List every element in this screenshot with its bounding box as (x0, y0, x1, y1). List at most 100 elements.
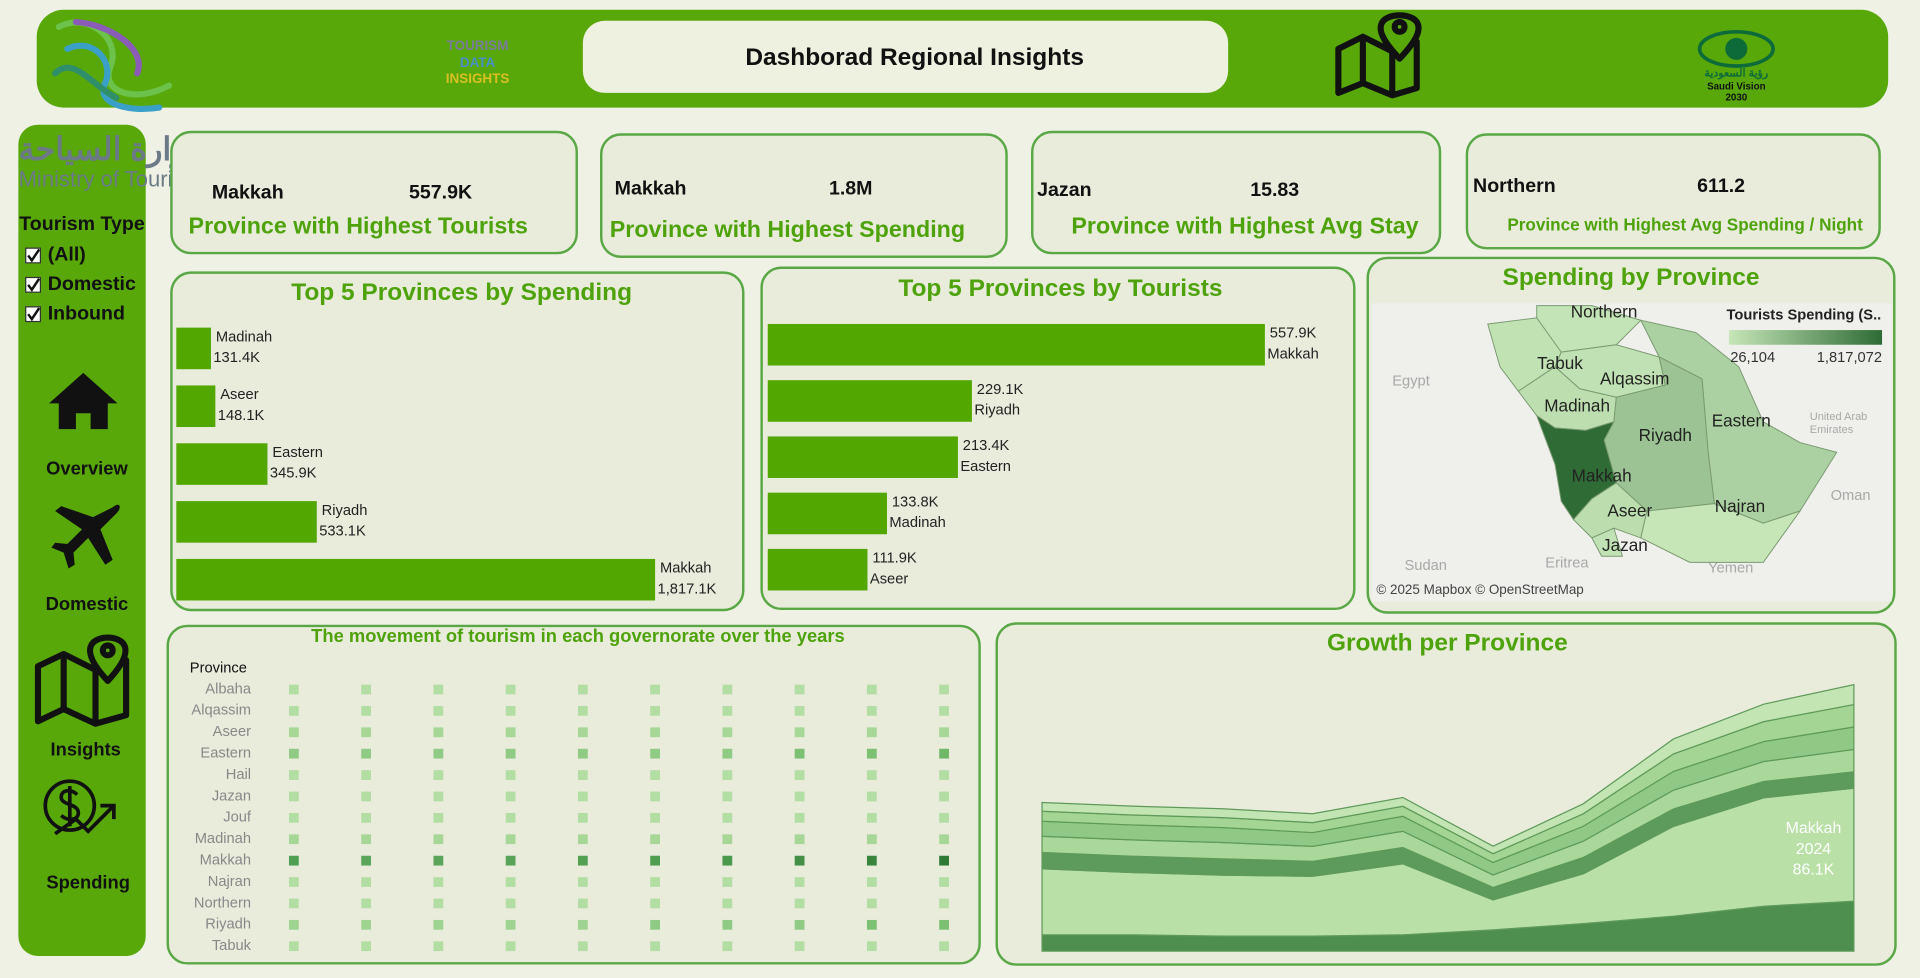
chart-title: The movement of tourism in each governor… (311, 625, 845, 646)
heat-cell (722, 919, 733, 930)
row-label: Jazan (212, 788, 251, 804)
kpi-value: 15.83 (1250, 179, 1299, 201)
row-label: Najran (208, 874, 251, 890)
logo-line: DATA (460, 55, 496, 70)
chart-title: Spending by Province (1503, 264, 1760, 291)
bar (767, 548, 868, 591)
heat-cell (433, 834, 444, 845)
bar-label: 213.4K (963, 438, 1010, 454)
heat-cell (361, 770, 372, 780)
heat-cell (794, 684, 805, 695)
nav-label[interactable]: Overview (46, 457, 128, 478)
house-icon[interactable] (48, 372, 118, 430)
heat-cell (794, 898, 805, 909)
heat-cell (866, 684, 877, 695)
heat-cell (505, 919, 516, 930)
area-layer (1041, 683, 1855, 855)
bar-label: 148.1K (218, 408, 265, 424)
filter-option[interactable]: Domestic (48, 273, 136, 295)
province-label: Eastern (1712, 411, 1771, 430)
kpi-name: Northern (1473, 175, 1556, 197)
bar-label: 345.9K (270, 466, 317, 482)
kpi-name: Makkah (615, 178, 687, 200)
heat-cell (866, 748, 877, 759)
heat-cell (288, 684, 299, 695)
bar-label: Aseer (870, 571, 908, 587)
heat-cell (650, 877, 660, 887)
heat-cell (361, 812, 372, 823)
province-label: Riyadh (1639, 426, 1692, 445)
kpi-label: Province with Highest Avg Spending / Nig… (1507, 216, 1863, 235)
heat-cell (433, 791, 444, 802)
heat-cell (505, 705, 516, 716)
heat-cell (433, 705, 444, 716)
nav-label[interactable]: Insights (51, 738, 121, 759)
heat-cell (361, 748, 372, 759)
heat-cell (939, 919, 949, 930)
heat-cell (361, 705, 372, 716)
bar (176, 327, 211, 370)
kpi-label: Province with Highest Spending (610, 216, 965, 242)
province-label: Makkah (1572, 466, 1632, 485)
kpi-value: 557.9K (409, 181, 472, 203)
heat-cell (939, 791, 949, 802)
heat-cell (650, 748, 660, 759)
map-place-label: Egypt (1392, 373, 1430, 389)
heat-cell (288, 877, 299, 887)
nav-icon-overview[interactable] (48, 372, 118, 430)
row-label: Madinah (195, 831, 251, 847)
filter-option[interactable]: (All) (48, 244, 86, 266)
filter-option[interactable]: Inbound (48, 302, 125, 324)
bar (176, 501, 317, 543)
heat-cell (361, 855, 372, 866)
heat-cell (794, 855, 805, 866)
map-place-label: Emirates (1810, 424, 1854, 436)
province-label: Jazan (1602, 536, 1648, 555)
row-label: Eastern (200, 746, 251, 762)
legend-max: 1,817,072 (1817, 350, 1882, 366)
province-label: Northern (1571, 302, 1638, 321)
chart-title: Top 5 Provinces by Spending (291, 279, 632, 306)
heat-cell (794, 705, 805, 716)
bar (176, 385, 216, 428)
heat-cell (939, 748, 949, 759)
heat-cell (505, 791, 516, 802)
heat-cell (722, 877, 733, 887)
heat-cell (577, 727, 588, 738)
bar (767, 492, 887, 535)
province-region (1640, 503, 1802, 563)
nav-label[interactable]: Domestic (46, 593, 129, 614)
check-mark[interactable] (27, 248, 41, 263)
heat-cell (794, 941, 805, 952)
spending-icon[interactable] (43, 779, 116, 836)
plane-icon[interactable] (51, 504, 120, 569)
heat-cell (722, 705, 733, 716)
heat-cell (505, 770, 516, 780)
province-label: Madinah (1544, 397, 1610, 416)
heat-cell (577, 812, 588, 823)
heat-cell (577, 748, 588, 759)
check-mark[interactable] (27, 278, 41, 292)
kpi-card (600, 133, 1008, 258)
dashboard-title: Dashborad Regional Insights (745, 44, 1084, 71)
heat-cell (650, 727, 660, 738)
heat-cell (866, 791, 877, 802)
nav-label[interactable]: Spending (46, 872, 130, 893)
heat-cell (577, 834, 588, 845)
heat-cell (866, 919, 877, 930)
bar-label: 1,817.1K (658, 581, 717, 597)
bar (767, 323, 1265, 366)
check-mark[interactable] (27, 307, 41, 322)
legend-gradient (1728, 330, 1883, 345)
map-attribution: © 2025 Mapbox © OpenStreetMap (1376, 582, 1583, 597)
bar-label: 111.9K (872, 551, 917, 567)
heat-cell (794, 727, 805, 738)
heat-cell (939, 941, 949, 952)
heat-cell (433, 898, 444, 909)
bar-label: Makkah (660, 561, 711, 577)
heat-cell (505, 812, 516, 823)
province-label: Najran (1715, 497, 1765, 516)
map-icon[interactable] (34, 634, 130, 727)
